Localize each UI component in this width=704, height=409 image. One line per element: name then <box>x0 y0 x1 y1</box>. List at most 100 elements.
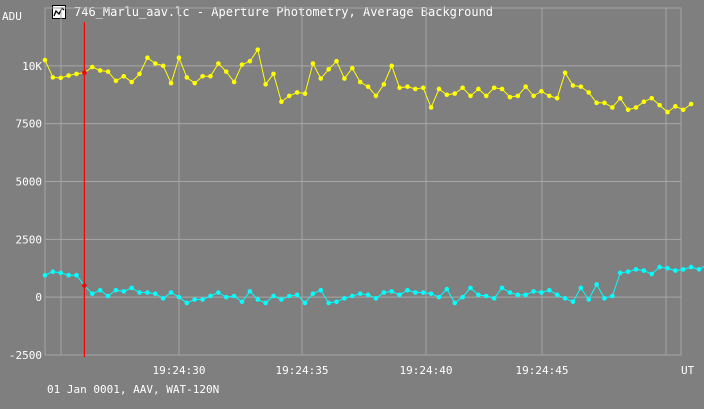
background-point <box>476 292 481 298</box>
background-point <box>633 267 639 272</box>
target-series-line <box>44 48 692 113</box>
target-point <box>50 75 56 80</box>
target-point <box>137 71 142 77</box>
target-point <box>365 84 371 89</box>
target-point <box>247 58 253 64</box>
target-point <box>89 64 95 70</box>
background-point <box>121 289 127 294</box>
background-point <box>665 265 670 271</box>
target-point <box>279 99 284 104</box>
chart-app-icon <box>52 5 66 19</box>
target-point <box>617 95 623 101</box>
target-point <box>665 109 670 115</box>
background-point <box>247 289 253 294</box>
background-point <box>342 296 347 301</box>
background-point <box>491 296 497 301</box>
target-point <box>476 86 481 92</box>
background-point <box>657 264 662 270</box>
background-point <box>223 294 229 300</box>
y-tick-label: 0 <box>35 291 42 304</box>
target-point <box>444 92 450 98</box>
target-point <box>58 75 64 81</box>
target-point <box>586 90 592 95</box>
target-point <box>153 61 158 66</box>
background-point <box>113 287 119 293</box>
background-point <box>302 300 308 306</box>
background-point <box>263 300 268 306</box>
x-tick-label: 19:24:30 <box>153 364 206 377</box>
target-point <box>570 83 576 88</box>
x-axis-label: UT <box>681 364 695 377</box>
background-point <box>539 290 544 295</box>
background-point <box>696 267 702 272</box>
target-point <box>562 70 568 76</box>
background-point <box>42 272 48 278</box>
background-point <box>610 293 615 299</box>
target-point <box>223 69 229 74</box>
background-point <box>420 290 426 295</box>
x-tick-label: 19:24:35 <box>276 364 329 377</box>
background-point <box>444 286 450 292</box>
background-point <box>239 299 245 305</box>
target-point <box>255 47 261 52</box>
background-point <box>531 289 536 294</box>
target-point <box>286 93 292 99</box>
background-point <box>365 292 371 298</box>
target-point <box>610 105 615 110</box>
background-point <box>216 290 221 295</box>
target-point <box>334 58 339 64</box>
background-series <box>42 264 704 306</box>
target-point <box>428 105 434 110</box>
target-point <box>168 80 174 86</box>
target-point <box>74 71 79 77</box>
target-point <box>649 95 655 101</box>
target-point <box>66 73 71 78</box>
background-point <box>129 285 134 291</box>
target-point <box>105 69 111 74</box>
target-point <box>578 84 584 89</box>
background-point <box>137 290 142 295</box>
target-point <box>129 79 134 85</box>
target-point <box>420 85 426 91</box>
background-point <box>373 296 379 301</box>
target-point <box>184 75 190 80</box>
target-point <box>121 73 127 79</box>
target-point <box>310 61 316 66</box>
background-point <box>625 269 631 275</box>
y-tick-label: 7500 <box>16 118 43 131</box>
y-tick-label: 10K <box>22 60 42 73</box>
background-point <box>105 293 111 299</box>
target-point <box>271 71 276 77</box>
target-point <box>357 79 363 85</box>
target-point <box>318 76 324 81</box>
photometry-chart[interactable]: -2500 0 2500 5000 7500 10K 19:24:30 19:24:35 19:… <box>0 0 704 380</box>
background-point <box>160 296 166 301</box>
target-point <box>531 93 536 99</box>
background-point <box>153 291 158 296</box>
background-point <box>468 285 473 291</box>
background-point <box>294 292 300 298</box>
y-tick-label: 2500 <box>16 233 43 246</box>
background-point <box>641 268 647 273</box>
background-point <box>208 293 213 299</box>
background-point <box>673 268 678 273</box>
target-point <box>208 73 213 79</box>
target-point <box>145 55 150 61</box>
target-point <box>554 95 560 101</box>
background-point <box>200 297 205 302</box>
target-point <box>468 93 473 99</box>
background-point <box>326 300 331 306</box>
target-point <box>688 101 694 107</box>
target-point <box>602 100 607 106</box>
target-point <box>200 73 205 79</box>
series-layer <box>42 47 704 306</box>
target-point <box>452 91 458 96</box>
axis-ticks: -2500 0 2500 5000 7500 10K 19:24:30 19:24:35 19:… <box>9 60 569 377</box>
target-point <box>641 99 647 104</box>
background-point <box>460 294 465 300</box>
background-point <box>562 296 568 301</box>
target-point <box>160 63 166 69</box>
target-point <box>499 86 505 92</box>
background-point <box>389 289 395 294</box>
background-point <box>89 291 95 296</box>
